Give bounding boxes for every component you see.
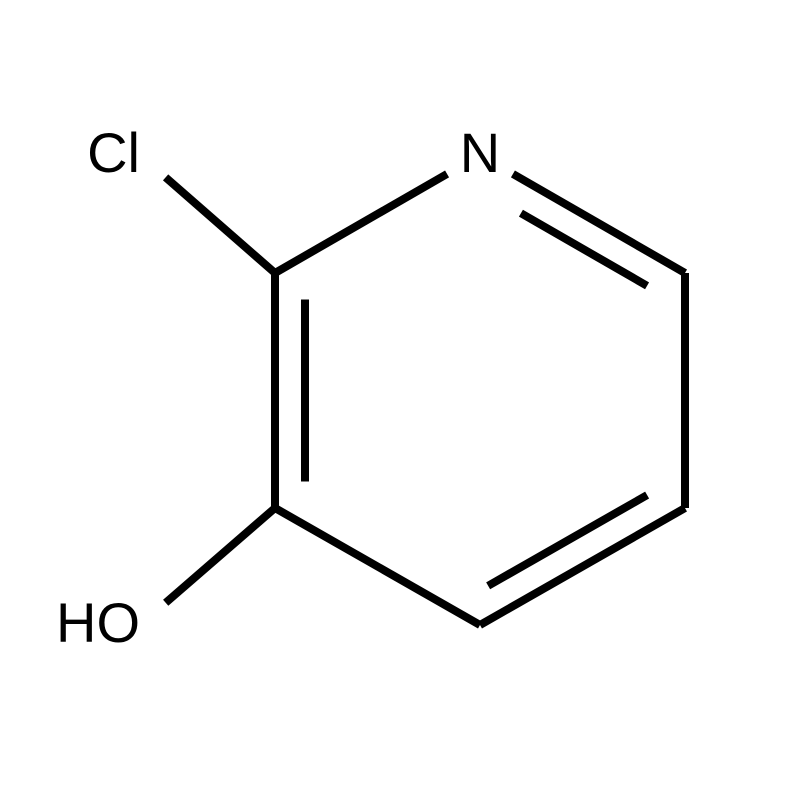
atom-label-cl: Cl: [87, 121, 140, 184]
atom-label-n: N: [460, 121, 500, 184]
bond-line: [275, 174, 447, 273]
bond-line: [521, 213, 647, 286]
bond-line: [166, 177, 275, 273]
molecule-diagram: N Cl HO: [0, 0, 800, 800]
atom-label-ho: HO: [56, 591, 140, 654]
bond-line: [480, 508, 685, 625]
bond-line: [166, 508, 275, 603]
bond-line: [275, 508, 480, 625]
